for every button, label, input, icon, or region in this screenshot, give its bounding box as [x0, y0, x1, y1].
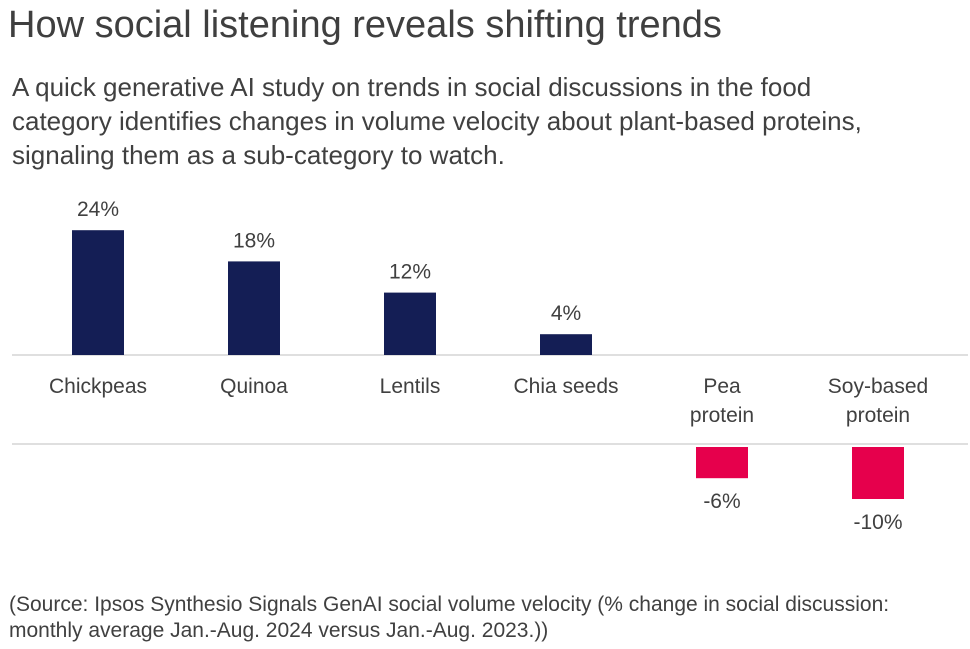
value-labels-group: 24% 18% 12% 4% -6% -10%: [77, 198, 903, 534]
value-label-5: -10%: [853, 511, 902, 534]
category-label-3: Chia seeds: [513, 375, 618, 398]
bar-4: [696, 447, 748, 479]
source-note: (Source: Ipsos Synthesio Signals GenAI s…: [9, 593, 890, 642]
bars-group: [72, 230, 904, 499]
bar-chart: 24% 18% 12% 4% -6% -10% Chickpeas Quinoa Lentil…: [12, 198, 968, 534]
value-label-1: 18%: [233, 229, 275, 252]
bar-5: [852, 447, 904, 499]
value-label-4: -6%: [703, 490, 740, 513]
category-label-4-line-0: Pea: [703, 375, 741, 398]
category-label-5-line-0: Soy-based: [828, 375, 928, 398]
category-label-2: Lentils: [380, 375, 441, 398]
bar-0: [72, 230, 124, 355]
category-label-0: Chickpeas: [49, 375, 147, 398]
value-label-2: 12%: [389, 261, 431, 284]
page-title: How social listening reveals shifting tr…: [8, 4, 722, 46]
category-label-4-line-1: protein: [690, 404, 754, 427]
bar-2: [384, 292, 436, 355]
value-label-0: 24%: [77, 198, 119, 221]
bar-3: [540, 334, 592, 355]
category-label-5-line-1: protein: [846, 404, 910, 427]
value-label-3: 4%: [551, 302, 581, 325]
bar-1: [228, 261, 280, 355]
category-labels-group: Chickpeas Quinoa Lentils Chia seeds Pea prote…: [49, 375, 928, 427]
category-label-1: Quinoa: [220, 375, 288, 398]
page-subtitle: A quick generative AI study on trends in…: [12, 72, 862, 170]
